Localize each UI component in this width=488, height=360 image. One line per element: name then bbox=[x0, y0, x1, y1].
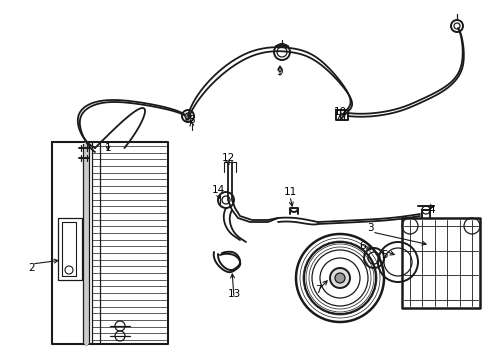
Text: 12: 12 bbox=[221, 153, 234, 163]
Text: 4: 4 bbox=[428, 205, 434, 215]
Text: 10: 10 bbox=[333, 107, 346, 117]
Text: 14: 14 bbox=[211, 185, 224, 195]
Circle shape bbox=[184, 113, 191, 119]
Circle shape bbox=[329, 268, 349, 288]
Text: 13: 13 bbox=[227, 289, 240, 299]
Text: 9: 9 bbox=[276, 67, 283, 77]
Text: 5: 5 bbox=[381, 250, 387, 260]
Text: 7: 7 bbox=[314, 285, 321, 295]
Text: 11: 11 bbox=[283, 187, 296, 197]
Text: 8: 8 bbox=[188, 115, 195, 125]
Text: 2: 2 bbox=[29, 263, 35, 273]
Text: 3: 3 bbox=[366, 223, 372, 233]
Text: 6: 6 bbox=[359, 241, 366, 251]
Circle shape bbox=[334, 273, 345, 283]
Text: 1: 1 bbox=[104, 143, 111, 153]
